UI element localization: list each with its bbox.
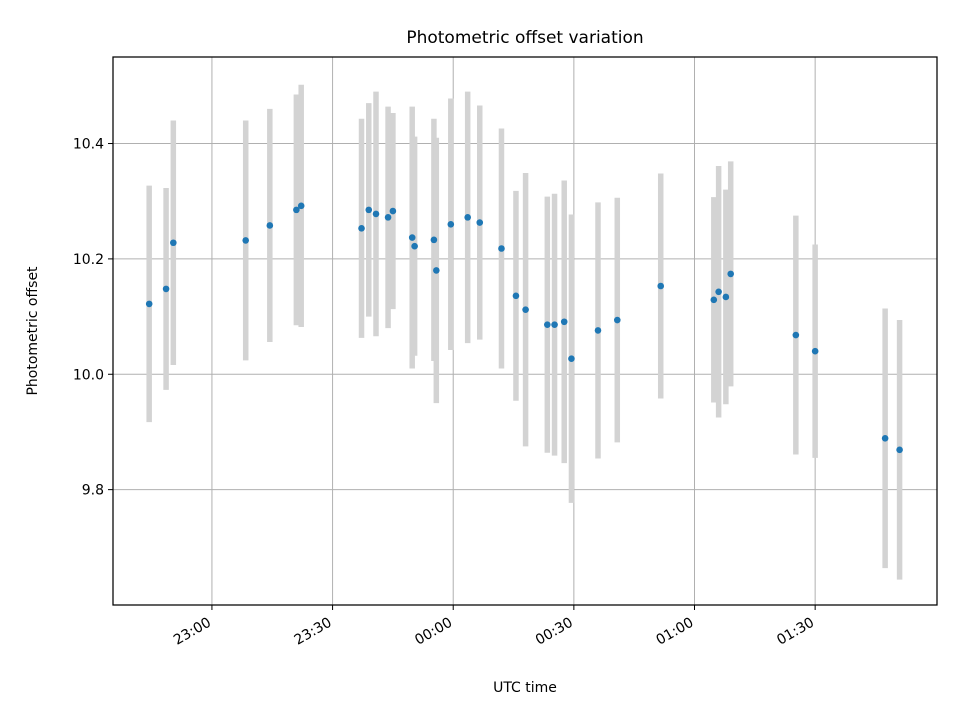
data-point bbox=[447, 220, 455, 228]
y-axis-ticks: 9.8 10.0 10.2 10.4 bbox=[73, 137, 113, 499]
data-point bbox=[896, 446, 903, 454]
data-point bbox=[293, 206, 300, 214]
data-point bbox=[430, 236, 438, 244]
y-tick-label: 10.0 bbox=[73, 367, 104, 383]
y-tick-label: 9.8 bbox=[82, 483, 104, 499]
data-point bbox=[715, 288, 722, 296]
data-point bbox=[568, 355, 575, 362]
data-point bbox=[498, 245, 505, 252]
data-points bbox=[145, 202, 903, 454]
chart-title: Photometric offset variation bbox=[406, 28, 643, 48]
y-tick-label: 10.4 bbox=[73, 137, 104, 153]
data-point bbox=[408, 234, 416, 241]
data-point bbox=[727, 270, 734, 278]
data-point bbox=[242, 237, 250, 244]
data-point bbox=[560, 318, 568, 326]
data-point bbox=[512, 292, 520, 300]
data-point bbox=[464, 214, 471, 221]
x-axis-label: UTC time bbox=[493, 680, 557, 696]
data-point bbox=[358, 225, 365, 232]
y-tick-label: 10.2 bbox=[73, 252, 104, 268]
data-point bbox=[792, 331, 800, 339]
y-axis-label: Photometric offset bbox=[25, 266, 41, 396]
data-point bbox=[722, 293, 730, 301]
data-point bbox=[613, 316, 621, 324]
data-point bbox=[365, 206, 373, 214]
data-point bbox=[657, 282, 665, 290]
data-point bbox=[544, 321, 551, 328]
data-point bbox=[433, 267, 440, 274]
data-point bbox=[476, 219, 484, 226]
data-point bbox=[389, 207, 397, 215]
data-point bbox=[372, 210, 380, 218]
data-point bbox=[594, 327, 602, 334]
data-point bbox=[811, 347, 819, 355]
data-point bbox=[170, 239, 177, 247]
data-point bbox=[297, 202, 305, 210]
data-point bbox=[266, 222, 274, 229]
data-point bbox=[881, 434, 889, 442]
data-point bbox=[384, 214, 392, 221]
plot-frame bbox=[112, 56, 938, 606]
data-point bbox=[411, 242, 418, 250]
data-point bbox=[551, 321, 558, 328]
data-point bbox=[162, 285, 170, 293]
data-point bbox=[710, 296, 718, 304]
data-point bbox=[145, 300, 153, 308]
data-point bbox=[522, 306, 529, 313]
